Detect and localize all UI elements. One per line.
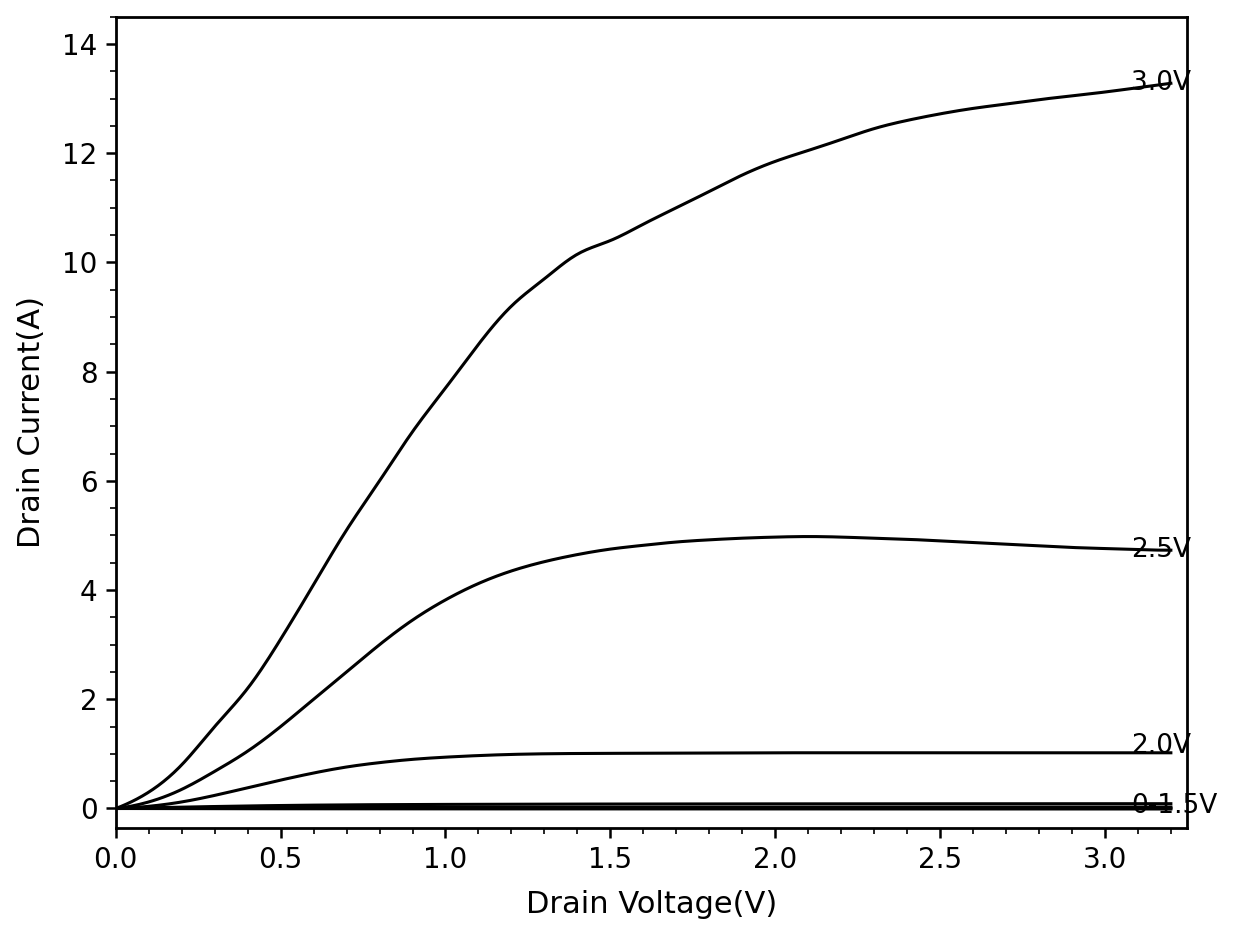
Text: 3.0V: 3.0V — [1131, 70, 1192, 96]
Y-axis label: Drain Current(A): Drain Current(A) — [16, 296, 46, 548]
Text: 2.0V: 2.0V — [1131, 733, 1192, 759]
X-axis label: Drain Voltage(V): Drain Voltage(V) — [526, 890, 777, 919]
Text: 2.5V: 2.5V — [1131, 537, 1192, 563]
Text: 0-1.5V: 0-1.5V — [1131, 794, 1218, 819]
